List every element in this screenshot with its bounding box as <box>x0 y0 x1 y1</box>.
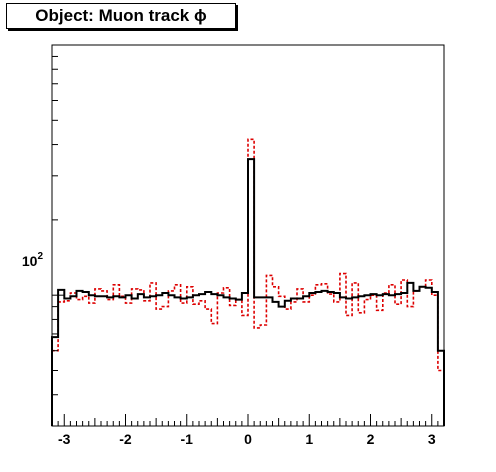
x-tick-label-3: 3 <box>428 431 436 447</box>
y-tick-label-100: 102 <box>22 251 44 269</box>
x-tick-label--3: -3 <box>58 431 71 447</box>
x-tick-label-2: 2 <box>367 431 375 447</box>
series-layer <box>51 138 445 426</box>
x-axis: -3 -2 -1 0 1 2 3 <box>51 414 445 447</box>
series-1-solid-line <box>51 158 445 426</box>
x-tick-label--1: -1 <box>181 431 194 447</box>
x-tick-label-0: 0 <box>244 431 252 447</box>
y-axis: 102 <box>22 44 64 427</box>
x-tick-label--2: -2 <box>119 431 132 447</box>
chart-title: Object: Muon track ϕ <box>6 3 236 29</box>
x-tick-label-1: 1 <box>305 431 313 447</box>
